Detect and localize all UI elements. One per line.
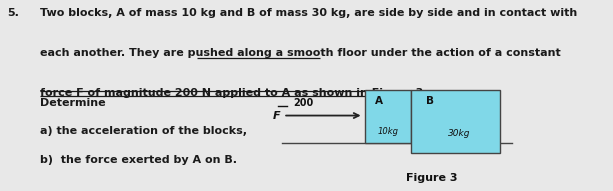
Text: F: F [273, 111, 281, 121]
Bar [411, 90, 500, 153]
Text: 10kg: 10kg [377, 127, 398, 136]
Text: a) the acceleration of the blocks,: a) the acceleration of the blocks, [40, 126, 247, 136]
Text: Determine: Determine [40, 98, 105, 108]
Text: B: B [426, 96, 434, 106]
Text: Figure 3: Figure 3 [406, 173, 458, 183]
Text: 200: 200 [293, 98, 313, 108]
Text: 30kg: 30kg [448, 129, 471, 138]
Text: A: A [375, 96, 383, 106]
Text: Two blocks, A of mass 10 kg and B of mass 30 kg, are side by side and in contact: Two blocks, A of mass 10 kg and B of mas… [40, 8, 577, 18]
Bar [365, 90, 411, 143]
Text: b)  the force exerted by A on B.: b) the force exerted by A on B. [40, 155, 237, 165]
Text: force F of magnitude 200 N applied to A as shown in Figure 3.: force F of magnitude 200 N applied to A … [40, 88, 427, 98]
Text: each another. They are pushed along a smooth floor under the action of a constan: each another. They are pushed along a sm… [40, 48, 561, 58]
Text: 5.: 5. [7, 8, 19, 18]
